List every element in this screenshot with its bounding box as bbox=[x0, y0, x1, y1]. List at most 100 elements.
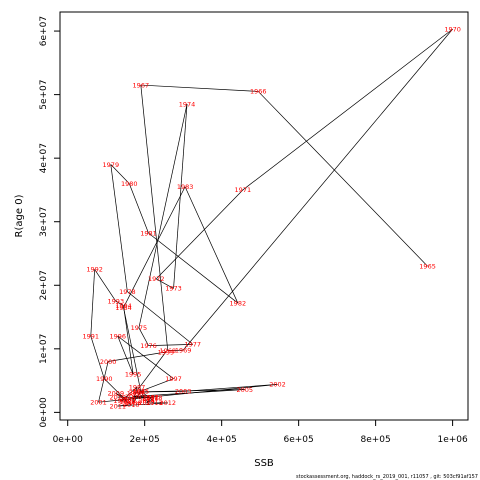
segment-1976-1977 bbox=[148, 344, 193, 346]
year-label-1980: 1980 bbox=[121, 180, 138, 188]
year-label-1966: 1966 bbox=[250, 88, 267, 96]
segment-2008-2009 bbox=[115, 392, 128, 400]
segment-1971-1972 bbox=[155, 189, 244, 280]
y-tick-label-0e+00: 0e+00 bbox=[39, 397, 49, 428]
segment-2000-2001 bbox=[98, 361, 109, 403]
year-label-1978: 1978 bbox=[119, 288, 136, 296]
segment-1978-1979 bbox=[110, 164, 128, 292]
year-label-2006: 2006 bbox=[125, 393, 142, 401]
year-label-1989: 1989 bbox=[119, 398, 136, 406]
segment-2004-2005 bbox=[136, 389, 245, 393]
x-axis: 0e+00 2e+05 4e+05 6e+05 8e+05 1e+06 bbox=[53, 419, 468, 445]
year-label-1987: 1987 bbox=[129, 383, 146, 391]
segment-1969-1970 bbox=[182, 28, 453, 351]
year-label-1988: 1988 bbox=[113, 397, 130, 405]
segment-1972-1973 bbox=[156, 278, 174, 289]
source-footnote: stockassessment.org, haddock_rs_2019_001… bbox=[296, 474, 478, 480]
segment-1970-1971 bbox=[242, 28, 453, 191]
year-label-2014: 2014 bbox=[138, 397, 155, 405]
segment-2015-2016 bbox=[140, 391, 151, 399]
segment-1983-1984 bbox=[123, 186, 186, 308]
segment-1990-1991 bbox=[90, 336, 105, 379]
plot-frame bbox=[59, 11, 469, 421]
year-label-2010: 2010 bbox=[123, 401, 140, 409]
year-label-2007: 2007 bbox=[142, 393, 159, 401]
x-axis-title: SSB bbox=[254, 458, 274, 469]
year-label-2019: 2019 bbox=[109, 393, 126, 401]
segment-1981-1982 bbox=[148, 232, 239, 304]
segment-2014-2015 bbox=[140, 391, 147, 402]
y-tick-label-4e+07: 4e+07 bbox=[39, 143, 49, 173]
year-label-2005: 2005 bbox=[236, 386, 253, 394]
x-tick-label-2e+05: 2e+05 bbox=[130, 435, 160, 445]
year-label-2015: 2015 bbox=[133, 388, 150, 396]
y-tick-label-6e+07: 6e+07 bbox=[39, 16, 49, 46]
year-label-2001: 2001 bbox=[90, 399, 107, 407]
y-tick-label-1e+07: 1e+07 bbox=[39, 334, 49, 364]
year-label-1968: 1968 bbox=[160, 347, 177, 355]
segment-1984-1985 bbox=[123, 307, 142, 392]
year-label-1998: 1998 bbox=[127, 390, 144, 398]
year-label-1974: 1974 bbox=[179, 100, 196, 108]
year-label-1982: 1982 bbox=[230, 299, 247, 307]
year-label-1965: 1965 bbox=[419, 263, 436, 271]
segment-1993-1994 bbox=[115, 300, 124, 306]
year-label-1979: 1979 bbox=[103, 161, 120, 169]
y-tick-label-2e+07: 2e+07 bbox=[39, 270, 49, 300]
year-label-2002: 2002 bbox=[269, 381, 286, 389]
segment-1974-1975 bbox=[138, 104, 188, 328]
year-label-1997: 1997 bbox=[165, 375, 182, 383]
year-label-1984: 1984 bbox=[115, 304, 132, 312]
segment-2005-2006 bbox=[133, 389, 245, 397]
year-label-1975: 1975 bbox=[131, 324, 148, 332]
year-label-2008: 2008 bbox=[119, 395, 136, 403]
year-label-1985: 1985 bbox=[133, 388, 150, 396]
year-label-2003: 2003 bbox=[175, 388, 192, 396]
y-axis-title: R(age 0) bbox=[14, 194, 25, 237]
year-label-2000: 2000 bbox=[100, 358, 117, 366]
year-point-labels: 1965196619671968196919701971197219731974… bbox=[83, 25, 461, 410]
segment-1989-1990 bbox=[104, 378, 128, 402]
year-label-1977: 1977 bbox=[185, 341, 202, 349]
year-label-1993: 1993 bbox=[108, 297, 125, 305]
year-label-1969: 1969 bbox=[175, 346, 192, 354]
year-label-1990: 1990 bbox=[96, 375, 113, 383]
x-tick-label-6e+05: 6e+05 bbox=[284, 435, 314, 445]
year-label-1994: 1994 bbox=[115, 302, 132, 310]
segment-2017-2018 bbox=[146, 397, 155, 404]
segment-1979-1980 bbox=[110, 164, 130, 184]
year-label-1972: 1972 bbox=[148, 275, 165, 283]
segment-2011-2012 bbox=[117, 402, 168, 407]
segment-1967-1968 bbox=[140, 85, 169, 351]
x-tick-label-4e+05: 4e+05 bbox=[207, 435, 237, 445]
year-label-2009: 2009 bbox=[108, 390, 125, 398]
segment-1994-1995 bbox=[123, 305, 134, 375]
year-label-1976: 1976 bbox=[140, 342, 157, 350]
year-label-1995: 1995 bbox=[125, 371, 142, 379]
segment-1996-1997 bbox=[117, 335, 174, 379]
year-label-2004: 2004 bbox=[129, 388, 146, 396]
segment-2018-2019 bbox=[117, 396, 155, 399]
segment-1965-1966 bbox=[257, 91, 428, 267]
year-label-2013: 2013 bbox=[146, 399, 163, 407]
segment-1968-1969 bbox=[167, 349, 184, 352]
x-tick-label-8e+05: 8e+05 bbox=[360, 435, 390, 445]
year-label-1967: 1967 bbox=[133, 81, 150, 89]
year-label-1970: 1970 bbox=[444, 25, 461, 33]
x-tick-label-1e+06: 1e+06 bbox=[437, 435, 468, 445]
year-label-2018: 2018 bbox=[146, 394, 163, 402]
year-label-1999: 1999 bbox=[158, 348, 175, 356]
segment-2009-2010 bbox=[115, 393, 132, 406]
year-label-1971: 1971 bbox=[235, 186, 252, 194]
y-tick-label-3e+07: 3e+07 bbox=[39, 207, 49, 237]
year-label-2016: 2016 bbox=[142, 395, 159, 403]
year-label-2012: 2012 bbox=[160, 399, 177, 407]
trajectory-lines bbox=[90, 28, 453, 407]
year-label-1991: 1991 bbox=[83, 332, 100, 340]
x-tick-label-0e+00: 0e+00 bbox=[53, 435, 84, 445]
segment-1986-1987 bbox=[132, 386, 138, 403]
segment-1975-1976 bbox=[138, 327, 149, 346]
year-label-2017: 2017 bbox=[138, 399, 155, 407]
year-label-1983: 1983 bbox=[177, 183, 194, 191]
